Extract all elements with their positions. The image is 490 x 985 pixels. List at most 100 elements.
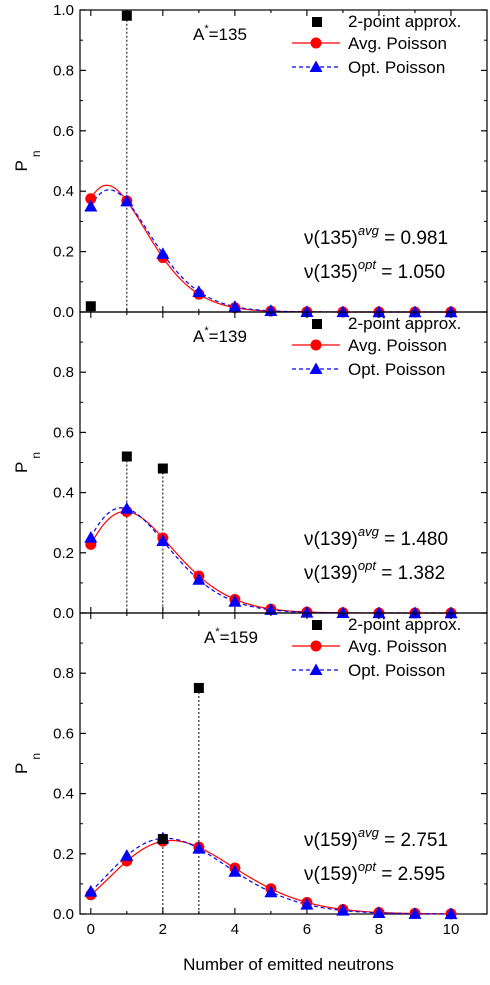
- opt-poisson-point: [264, 603, 278, 615]
- y-tick-label: 0.6: [53, 424, 74, 441]
- y-axis-label-main: P: [12, 160, 31, 171]
- two-point-point: [121, 10, 132, 21]
- legend-opt-marker: [309, 362, 323, 374]
- nucleus-annotation-tail: =159: [220, 628, 258, 647]
- nu-avg-base: ν(135): [304, 228, 358, 249]
- nu-avg-base: ν(159): [304, 830, 358, 851]
- nu-avg-sup: avg: [358, 825, 380, 840]
- y-axis-label: Pn: [12, 150, 43, 171]
- y-axis-label: Pn: [12, 452, 43, 473]
- y-tick-label: 0.6: [53, 725, 74, 742]
- nu-opt-tail: = 1.382: [376, 563, 445, 584]
- legend-item-opt: Opt. Poisson: [348, 360, 445, 379]
- nu-opt-base: ν(139): [304, 563, 358, 584]
- opt-poisson-point: [192, 285, 206, 297]
- nu-avg-tail: = 1.480: [379, 529, 448, 550]
- legend-opt-marker: [309, 663, 323, 675]
- opt-poisson-point: [120, 849, 134, 861]
- opt-poisson-curve: [90, 189, 451, 313]
- opt-poisson-point: [372, 606, 386, 619]
- y-axis-label-subscript: n: [29, 452, 43, 459]
- nucleus-annotation-tail: =135: [209, 25, 247, 44]
- y-axis-label-subscript: n: [29, 150, 43, 157]
- nu-opt-tail: = 2.595: [376, 864, 445, 885]
- opt-poisson-point: [408, 606, 422, 619]
- y-tick-label: 0.4: [53, 786, 74, 803]
- y-axis-label-main: P: [12, 763, 31, 774]
- opt-poisson-point: [228, 865, 242, 877]
- panel-1: 0.0 0.2 0.4 0.6 0.8 1.0 Pn A*=135 2-point approx…: [12, 2, 488, 321]
- nucleus-annotation-sup: *: [204, 325, 209, 337]
- two-point-point: [121, 451, 132, 462]
- x-tick-label: 8: [375, 921, 383, 938]
- legend-item-avg: Avg. Poisson: [348, 34, 447, 53]
- legend-square-marker: [312, 17, 322, 27]
- nu-opt-annotation: ν(139)opt = 1.382: [304, 558, 445, 584]
- y-tick-label: 0.0: [53, 304, 74, 321]
- legend-avg-marker: [310, 339, 322, 351]
- legend-item-opt: Opt. Poisson: [348, 58, 445, 77]
- panel-2: 0.0 0.2 0.4 0.6 0.8 Pn A*=139 2-point approx. Av…: [12, 311, 488, 622]
- nucleus-annotation: A*=135: [193, 23, 247, 44]
- x-tick-label: 4: [231, 921, 239, 938]
- opt-poisson-point: [84, 884, 98, 897]
- two-point-point: [157, 463, 168, 474]
- opt-poisson-point: [156, 534, 170, 546]
- opt-poisson-point: [264, 885, 278, 898]
- x-axis-label: Number of emitted neutrons: [183, 955, 394, 974]
- y-axis-label-subscript: n: [29, 753, 43, 760]
- nucleus-annotation: A*=159: [204, 626, 258, 647]
- opt-poisson-point: [120, 194, 134, 207]
- nu-avg-annotation: ν(135)avg = 0.981: [304, 223, 448, 249]
- opt-poisson-curve: [90, 507, 451, 614]
- y-tick-label: 0.4: [53, 485, 74, 502]
- legend-avg-marker: [310, 640, 322, 652]
- opt-poisson-point: [444, 606, 458, 619]
- opt-poisson-point: [192, 841, 206, 854]
- opt-poisson-point: [300, 897, 314, 910]
- y-tick-label: 0.2: [53, 244, 74, 261]
- nu-avg-annotation: ν(139)avg = 1.480: [304, 524, 448, 550]
- nucleus-annotation-base: A: [193, 327, 205, 346]
- nu-opt-base: ν(159): [304, 864, 358, 885]
- opt-poisson-point: [408, 907, 422, 919]
- nu-opt-annotation: ν(159)opt = 2.595: [304, 859, 445, 885]
- nu-avg-tail: = 2.751: [379, 830, 448, 851]
- nucleus-annotation-base: A: [193, 25, 205, 44]
- y-tick-label: 0.2: [53, 846, 74, 863]
- legend-item-opt: Opt. Poisson: [348, 661, 445, 680]
- legend-item-2point: 2-point approx.: [348, 615, 461, 634]
- y-axis-label-main: P: [12, 462, 31, 473]
- two-point-point: [85, 301, 96, 312]
- legend-opt-marker: [309, 60, 323, 72]
- legend-avg-marker: [310, 37, 322, 49]
- nucleus-annotation-sup: *: [215, 626, 220, 638]
- opt-poisson-point: [84, 530, 98, 543]
- opt-poisson-point: [408, 305, 422, 318]
- nu-avg-base: ν(139): [304, 529, 358, 550]
- opt-poisson-point: [372, 305, 386, 318]
- opt-poisson-point: [192, 573, 206, 585]
- y-tick-label: 0.4: [53, 183, 74, 200]
- opt-poisson-point: [156, 247, 170, 259]
- x-tick-label: 0: [87, 921, 95, 938]
- opt-poisson-point: [84, 199, 98, 212]
- opt-poisson-point: [336, 903, 350, 916]
- avg-poisson-point: [85, 193, 97, 205]
- legend-square-marker: [312, 319, 322, 329]
- legend-item-2point: 2-point approx.: [348, 12, 461, 31]
- two-point-point: [157, 834, 168, 845]
- nu-opt-sup: opt: [358, 859, 377, 874]
- y-tick-label: 0.8: [53, 62, 74, 79]
- nu-opt-tail: = 1.050: [376, 262, 445, 283]
- opt-poisson-point: [336, 305, 350, 318]
- opt-poisson-point: [444, 305, 458, 318]
- opt-poisson-point: [300, 305, 314, 317]
- y-tick-label: 1.0: [53, 2, 74, 19]
- two-point-point: [193, 682, 204, 693]
- y-tick-label: 0.2: [53, 545, 74, 562]
- opt-poisson-point: [228, 300, 242, 312]
- y-tick-label: 0.0: [53, 605, 74, 622]
- opt-poisson-point: [444, 907, 458, 920]
